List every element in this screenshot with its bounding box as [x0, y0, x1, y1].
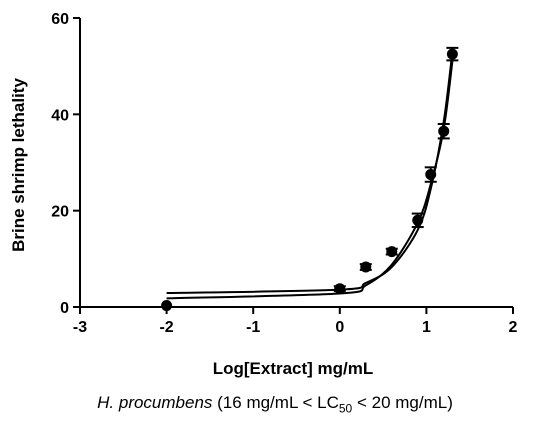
- caption-species: H. procumbens: [97, 393, 213, 412]
- data-point: [438, 125, 450, 137]
- data-point: [386, 246, 398, 258]
- figure-caption: H. procumbens (16 mg/mL < LC50 < 20 mg/m…: [0, 393, 550, 415]
- x-tick-label: 1: [422, 319, 431, 336]
- y-axis-title: Brine shrimp lethality: [9, 78, 28, 252]
- x-tick-label: 0: [335, 319, 344, 336]
- data-point: [334, 283, 346, 295]
- data-point: [360, 261, 372, 273]
- caption-text-post: < 20 mg/mL): [352, 393, 453, 412]
- axes: 0 20 40 60 -3 -2 -1 0 1 2: [51, 11, 517, 336]
- data-point: [161, 300, 173, 312]
- y-tick-label: 0: [60, 300, 69, 317]
- y-tick-label: 40: [51, 107, 69, 124]
- fit-curves: [166, 51, 454, 300]
- chart: 0 20 40 60 -3 -2 -1 0 1 2 Log[Extract] mg/mL Brin…: [9, 11, 518, 378]
- data-point: [425, 169, 437, 181]
- caption-subscript: 50: [338, 401, 353, 416]
- data-points: [161, 46, 459, 312]
- x-tick-label: -1: [246, 319, 260, 336]
- caption-text-pre: (16 mg/mL < LC: [212, 393, 339, 412]
- fit-curve: [166, 61, 454, 300]
- y-tick-label: 20: [51, 204, 69, 221]
- x-axis-title: Log[Extract] mg/mL: [213, 359, 374, 378]
- x-tick-label: -2: [159, 319, 173, 336]
- x-tick-label: 2: [509, 319, 518, 336]
- fit-curve: [166, 51, 454, 295]
- x-tick-label: -3: [73, 319, 87, 336]
- data-point: [446, 48, 458, 60]
- y-tick-label: 60: [51, 11, 69, 28]
- data-point: [412, 214, 424, 226]
